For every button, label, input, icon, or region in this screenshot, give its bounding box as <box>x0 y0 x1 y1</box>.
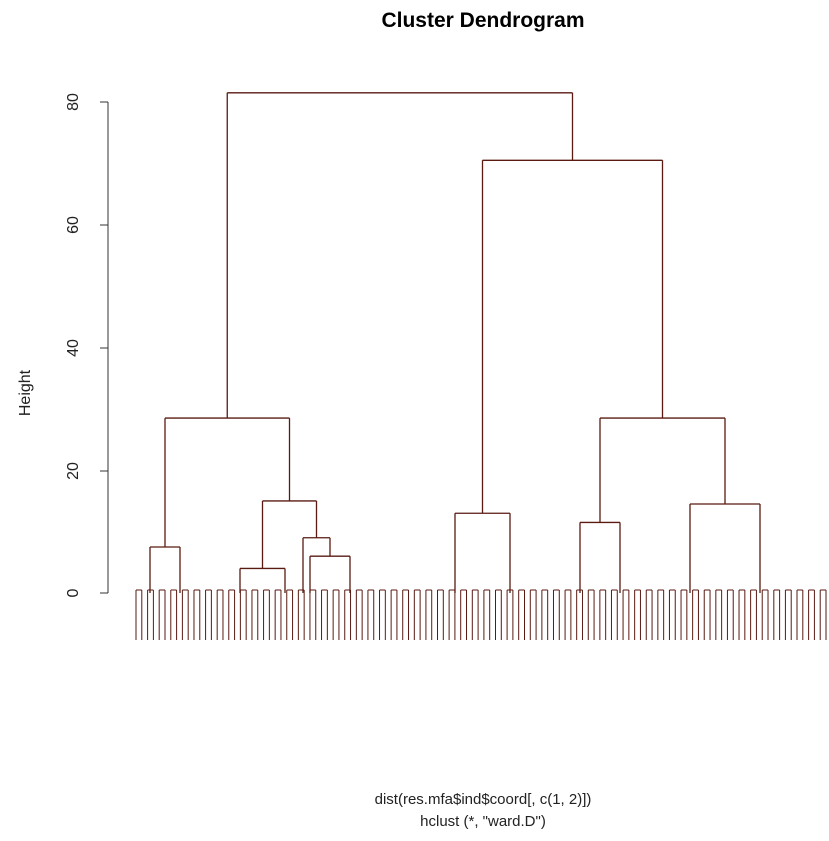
subtitle-method: hclust (*, "ward.D") <box>420 813 546 830</box>
y-tick-label-40: 40 <box>65 339 82 357</box>
y-axis: 80 60 40 20 0 Height <box>17 93 109 597</box>
y-tick-label-20: 20 <box>65 462 82 480</box>
subtitle-distance: dist(res.mfa$ind$coord[, c(1, 2)]) <box>375 791 592 808</box>
y-axis-label: Height <box>17 369 34 416</box>
dendrogram-tree <box>149 92 761 593</box>
y-tick-label-80: 80 <box>65 93 82 111</box>
dendrogram-leaves <box>135 589 827 640</box>
chart-title: Cluster Dendrogram <box>381 9 584 32</box>
y-tick-label-0: 0 <box>65 588 82 597</box>
y-tick-label-60: 60 <box>65 216 82 234</box>
